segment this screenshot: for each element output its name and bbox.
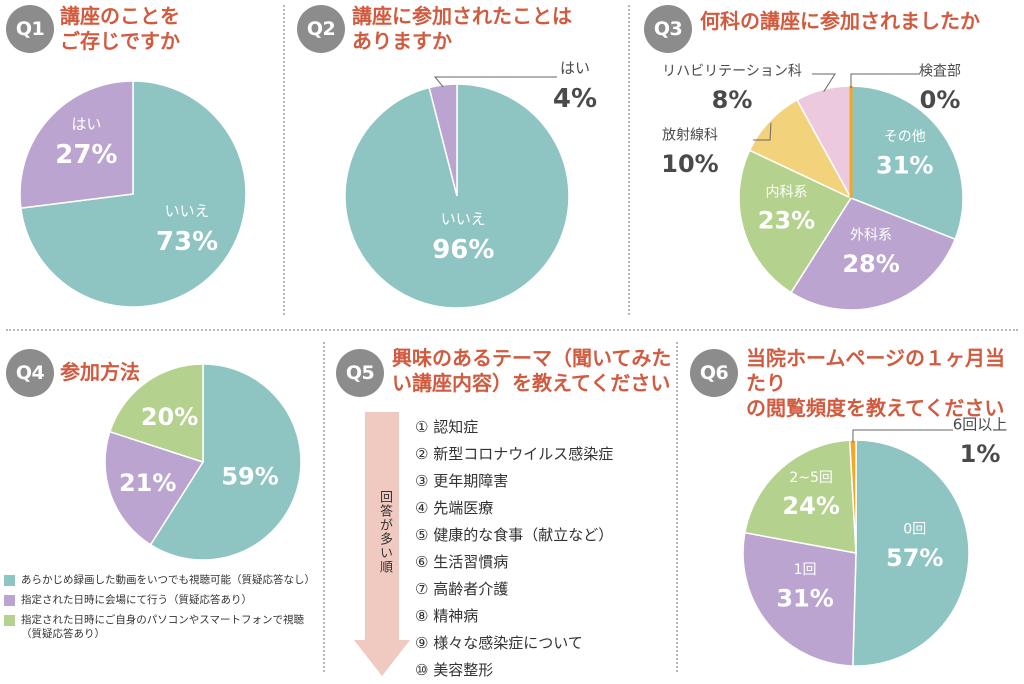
slice-label-4: 6回以上 [953, 416, 1008, 434]
pie-slice-3 [108, 363, 204, 464]
slice-label-2: はい [560, 59, 590, 77]
divider-vertical-1 [283, 5, 285, 315]
slice-value-2: 27% [55, 140, 117, 170]
pie-slice-3 [743, 439, 857, 554]
q3-badge: Q3 [644, 5, 692, 53]
divider-horizontal [6, 329, 1018, 331]
pie-slice-2 [789, 197, 957, 311]
slice-value-2: 21% [119, 469, 176, 497]
leader-line-4 [753, 122, 772, 141]
slice-value-3: 24% [782, 492, 839, 520]
slice-label-2: はい [71, 115, 101, 133]
slice-value-1: 59% [221, 463, 278, 491]
q6-pie-chart: 0回 57% 1回 31% 2~5回 24% 6回以上 1% [742, 416, 1008, 667]
q1-title: 講座のことを ご存じですか [60, 4, 180, 53]
legend-swatch-green [4, 615, 15, 626]
q5-title: 興味のあるテーマ（聞いてみた い講座内容）を教えてください [392, 346, 672, 395]
pie-slice-1 [850, 85, 964, 241]
slice-label-5: リハビリテーション科 [662, 64, 802, 80]
q1-badge: Q1 [6, 5, 54, 53]
slice-label-4: 放射線科 [662, 128, 718, 144]
q4-legend-item-2: 指定された日時に会場にて行う（質疑応答あり） [4, 593, 322, 607]
slice-label-1: いいえ [165, 202, 210, 220]
slice-label-1: その他 [884, 129, 926, 145]
slice-value-3: 23% [758, 207, 815, 235]
ranking-arrow-label: 回答が多い順 [377, 490, 392, 574]
q4-legend-item-1: あらかじめ録画した動画をいつでも視聴可能（質疑応答なし） [4, 573, 322, 587]
slice-value-3: 20% [141, 403, 198, 431]
slice-label-2: 1回 [794, 562, 817, 578]
leader-line-5 [812, 73, 836, 92]
q5-badge: Q5 [336, 349, 384, 397]
slice-value-2: 31% [776, 584, 833, 612]
slice-value-1: 57% [886, 544, 943, 572]
legend-swatch-purple [4, 595, 15, 606]
q4-legend-label-1: あらかじめ録画した動画をいつでも視聴可能（質疑応答なし） [21, 574, 315, 586]
q4-legend-item-3: 指定された日時にご自身のパソコンやスマートフォンで視聴（質疑応答あり） [4, 613, 322, 641]
topic-ranking-list: ① 認知症 ② 新型コロナウイルス感染症 ③ 更年期障害 ④ 先端医療 ⑤ 健康… [415, 414, 613, 684]
leader-line-2 [433, 76, 557, 88]
topic-item-9: ⑨ 様々な感染症について [415, 634, 583, 652]
q3-title: 何科の講座に参加されましたか [700, 9, 980, 33]
topic-item-2: ② 新型コロナウイルス感染症 [415, 445, 614, 463]
topic-item-8: ⑧ 精神病 [415, 607, 479, 625]
slice-value-6: 0% [920, 86, 961, 114]
slice-label-1: 0回 [903, 521, 926, 537]
leader-line-4 [852, 429, 953, 443]
slice-value-4: 10% [661, 150, 718, 178]
q6-badge: Q6 [690, 349, 738, 397]
topic-item-10: ⑩ 美容整形 [415, 661, 494, 679]
ranking-arrow [354, 412, 410, 676]
slice-value-4: 1% [960, 440, 1001, 468]
legend-swatch-teal [4, 575, 15, 586]
slice-value-5: 8% [712, 86, 753, 114]
slice-label-2: 外科系 [850, 227, 892, 243]
q4-pie-chart: 59% 21% 20% [104, 363, 302, 561]
q6-title: 当院ホームページの１ヶ月当たり の閲覧頻度を教えてください [746, 346, 1005, 420]
topic-item-6: ⑥ 生活習慣病 [415, 553, 509, 571]
slice-label-3: 2~5回 [789, 470, 833, 486]
topic-item-1: ① 認知症 [415, 418, 479, 436]
topic-item-7: ⑦ 高齢者介護 [415, 580, 509, 598]
topic-item-4: ④ 先端医療 [415, 499, 494, 517]
pie-slice-2 [742, 531, 857, 667]
leader-line-6 [850, 73, 920, 89]
q4-legend-label-3: 指定された日時にご自身のパソコンやスマートフォンで視聴（質疑応答あり） [21, 614, 304, 640]
divider-vertical-2 [628, 5, 630, 315]
slice-label-1: いいえ [441, 210, 486, 228]
slice-value-2: 28% [842, 250, 899, 278]
slice-value-2: 4% [553, 84, 597, 114]
q4-legend-label-2: 指定された日時に会場にて行う（質疑応答あり） [21, 594, 252, 606]
topic-item-5: ⑤ 健康的な食事（献立など） [415, 526, 614, 544]
divider-vertical-3 [323, 342, 325, 672]
slice-label-3: 内科系 [765, 184, 807, 200]
q4-title: 参加方法 [60, 360, 140, 384]
divider-vertical-4 [676, 342, 678, 672]
q4-badge: Q4 [6, 349, 54, 397]
slice-value-1: 31% [876, 151, 933, 179]
q4-legend: あらかじめ録画した動画をいつでも視聴可能（質疑応答なし） 指定された日時に会場に… [4, 573, 322, 647]
pie-slice-1 [852, 439, 970, 667]
topic-item-3: ③ 更年期障害 [415, 472, 509, 490]
pie-slice-2 [104, 430, 205, 546]
q2-badge: Q2 [297, 5, 345, 53]
pie-slice-2 [19, 80, 134, 210]
ranking-arrow-shape [354, 412, 410, 676]
slice-value-1: 96% [432, 235, 494, 265]
pie-slice-3 [738, 149, 853, 294]
q3-pie-chart: その他 31% 外科系 28% 内科系 23% 放射線科 10% リハビリテーション科 8% 検査部… [661, 64, 964, 311]
slice-label-6: 検査部 [919, 64, 961, 80]
slice-value-1: 73% [156, 227, 218, 257]
q2-title: 講座に参加されたことは ありますか [352, 4, 572, 53]
pie-slice-2 [428, 83, 458, 197]
q1-pie-chart: いいえ 73% はい 27% [19, 80, 247, 308]
pie-slice-1 [149, 363, 302, 561]
q2-pie-chart: いいえ 96% はい 4% [344, 59, 597, 309]
